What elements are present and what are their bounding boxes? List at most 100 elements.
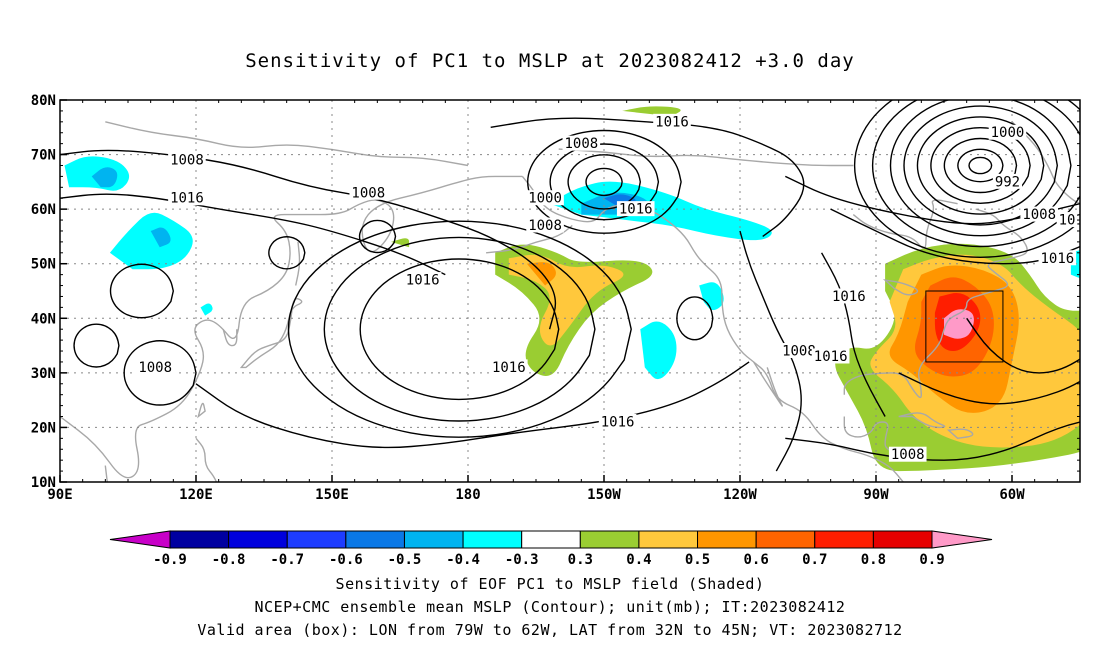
legend-swatch [462,530,523,549]
shade-neg-small [200,303,213,316]
contour-label-bg [988,124,1027,140]
shade-neg-pacific-coast [699,282,724,311]
legend-swatch [814,530,874,549]
shade-neg-pacific-east [640,321,677,380]
contour-label: 1016 [655,114,689,130]
lon-tick-label: 150E [315,487,349,503]
lat-tick-label: 80N [31,93,56,109]
legend-label: 0.3 [568,552,593,568]
shade-neg-siberia [109,212,193,270]
coast-hudson [852,199,958,249]
lat-tick-label: 40N [31,311,56,327]
map-frame [59,99,1081,483]
contour-label: 1008 [351,185,385,201]
legend-swatch [755,530,816,549]
coast-cuba [898,412,946,429]
legend-label: 0.6 [744,552,769,568]
contour-label-bg [811,348,850,364]
legend-label: -0.5 [388,552,422,568]
contour-label-bg [562,135,601,151]
contour-label: 1016 [601,414,635,430]
contour-1016-mid-atlantic [966,317,1080,374]
contour-label-bg [1020,206,1058,222]
contour-label: 1000 [528,191,562,207]
contour-label-bg [992,173,1023,189]
contour-high-pacific [287,220,632,438]
contour-high-pacific [359,258,560,401]
contour-1016-north [490,117,805,237]
contour-label-bg [1056,212,1080,228]
lat-tick-label: 50N [31,257,56,273]
contour-low-atlantic [968,156,993,175]
legend-swatch [286,530,347,549]
contour-label-bg [888,446,927,462]
coast-korea [222,329,238,347]
coast-lake [882,279,919,296]
legend-swatch [521,530,581,549]
legend-label: 0.4 [626,552,651,568]
legend-swatch [345,530,405,549]
contour-label: 1016 [814,349,848,365]
legend-label: -0.8 [212,552,246,568]
coast-asia-east [60,175,523,479]
legend-swatch [403,530,464,549]
legend-swatch [579,530,640,549]
caption-contour: NCEP+CMC ensemble mean MSLP (Contour); u… [254,598,846,616]
legend-swatch [872,530,933,549]
contour-siberia-2 [358,219,397,254]
lon-tick-label: 60W [999,487,1025,503]
contour-label-bg [780,343,818,359]
coast-taiwan [197,402,206,419]
contour-label: 1008 [1022,207,1056,223]
contour-label: 1016 [1059,213,1093,229]
lon-tick-label: 120E [179,487,213,503]
contour-label: 992 [995,174,1020,190]
coast-aleutians [486,224,573,254]
contour-mongolia [109,263,175,319]
contour-label-bg [616,201,655,217]
legend-arrow-left [109,530,171,549]
contour-low-atlantic [889,100,1072,237]
shade-pos-pacific-06 [526,262,556,286]
contour-label: 1000 [991,125,1025,141]
contour-1016-asia [60,193,446,276]
coast-siberia [105,121,469,167]
contour-low-atlantic [903,105,1059,226]
legend-swatch [228,530,288,549]
contour-label-bg [136,359,174,375]
lon-tick-label: 180 [455,487,480,503]
contour-1016-bermuda [898,372,1080,405]
valid-area-box [925,290,1004,363]
contour-low-bering [567,154,642,210]
legend-label: -0.7 [270,552,304,568]
contour-label-bg [830,288,868,304]
legend-label: -0.9 [153,552,187,568]
coast-gulf [843,208,1028,399]
contour-label-bg [598,413,637,429]
contour-high-eastpac [676,296,714,341]
contour-label: 1016 [492,360,526,376]
contour-label-bg [403,272,442,288]
lat-tick-label: 20N [31,420,56,436]
contour-1016-southpac [195,361,750,449]
coast-arctic [558,148,854,167]
lat-tick-label: 10N [31,475,56,491]
contour-label-bg [526,190,564,206]
sensitivity-shading [64,106,1080,472]
contour-label-bg [1038,250,1077,266]
lon-tick-label: 90E [47,487,72,503]
contour-label-bg [349,184,388,200]
legend-label: -0.3 [505,552,539,568]
shade-pos-pacific-05 [508,254,624,346]
contour-label: 1008 [891,447,925,463]
contour-label: 1016 [406,273,440,289]
legend-arrow-right [931,530,993,549]
contour-tibet [73,323,120,368]
contour-label: 1016 [1040,251,1074,267]
contour-label: 1008 [782,344,816,360]
contour-label-bg [526,217,564,233]
lat-tick-label: 60N [31,202,56,218]
